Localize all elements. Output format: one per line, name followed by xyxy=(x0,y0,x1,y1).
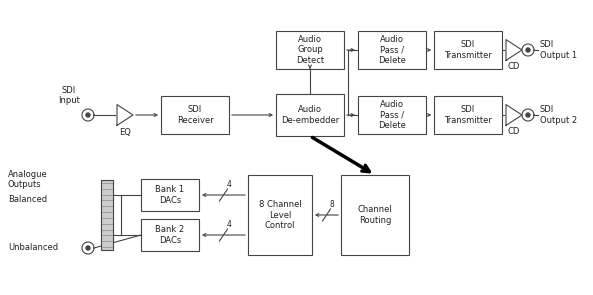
Polygon shape xyxy=(86,113,90,117)
Bar xyxy=(141,219,199,251)
Bar xyxy=(358,31,426,69)
Bar xyxy=(341,175,409,255)
Text: Bank 2
DACs: Bank 2 DACs xyxy=(155,225,184,245)
Text: Audio
Group
Detect: Audio Group Detect xyxy=(296,35,324,65)
Bar xyxy=(141,179,199,211)
Polygon shape xyxy=(522,44,534,56)
Bar xyxy=(358,96,426,134)
Text: Unbalanced: Unbalanced xyxy=(8,243,58,253)
Bar xyxy=(434,31,502,69)
Text: Audio
De-embedder: Audio De-embedder xyxy=(281,105,339,125)
Bar xyxy=(434,96,502,134)
Text: CD: CD xyxy=(508,62,520,71)
Text: SDI
Output 1: SDI Output 1 xyxy=(540,40,577,60)
Text: SDI
Transmitter: SDI Transmitter xyxy=(444,105,492,125)
Polygon shape xyxy=(86,246,90,250)
Bar xyxy=(101,180,113,250)
Text: 4: 4 xyxy=(227,220,231,229)
Polygon shape xyxy=(526,113,530,117)
Text: 8 Channel
Level
Control: 8 Channel Level Control xyxy=(259,200,301,230)
Bar xyxy=(161,96,229,134)
Text: CD: CD xyxy=(508,127,520,136)
Polygon shape xyxy=(522,109,534,121)
Polygon shape xyxy=(117,105,133,125)
Polygon shape xyxy=(506,40,522,60)
Text: EQ: EQ xyxy=(119,128,131,137)
Text: SDI
Input: SDI Input xyxy=(58,86,80,105)
Polygon shape xyxy=(506,105,522,125)
Bar xyxy=(248,175,312,255)
Text: SDI
Output 2: SDI Output 2 xyxy=(540,105,577,125)
Polygon shape xyxy=(82,109,94,121)
Text: SDI
Receiver: SDI Receiver xyxy=(177,105,213,125)
Text: Audio
Pass /
Delete: Audio Pass / Delete xyxy=(378,35,406,65)
Text: Analogue
Outputs: Analogue Outputs xyxy=(8,170,48,189)
Polygon shape xyxy=(526,48,530,52)
Text: 4: 4 xyxy=(227,180,231,189)
Polygon shape xyxy=(82,242,94,254)
Text: Balanced: Balanced xyxy=(8,196,47,204)
Bar xyxy=(276,31,344,69)
Text: Audio
Pass /
Delete: Audio Pass / Delete xyxy=(378,100,406,130)
Text: SDI
Transmitter: SDI Transmitter xyxy=(444,40,492,60)
Text: 8: 8 xyxy=(330,200,334,209)
Text: Channel
Routing: Channel Routing xyxy=(358,205,393,225)
Text: Bank 1
DACs: Bank 1 DACs xyxy=(155,185,184,205)
Bar xyxy=(276,94,344,136)
